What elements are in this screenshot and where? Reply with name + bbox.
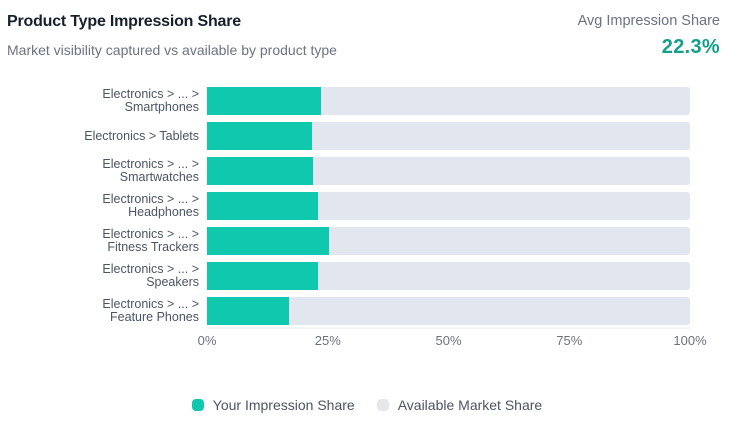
legend-swatch-available — [376, 399, 389, 411]
category-label-line: Speakers — [146, 275, 199, 289]
legend-item-your-share[interactable]: Your Impression Share — [191, 397, 355, 413]
category-label: Electronics > ... > Fitness Trackers — [0, 227, 199, 255]
bar-row: Electronics > ... > Smartwatches — [0, 157, 734, 185]
bar-row: Electronics > ... > Fitness Trackers — [0, 227, 734, 255]
legend-swatch-your-share — [191, 399, 204, 411]
your-share-bar[interactable] — [207, 227, 330, 255]
your-share-bar[interactable] — [207, 297, 290, 325]
available-share-bar[interactable] — [207, 87, 690, 115]
category-label-line: Electronics > ... > — [102, 87, 199, 101]
x-tick-label: 50% — [435, 333, 462, 348]
category-label-line: Electronics > ... > — [102, 192, 199, 206]
category-label-line: Feature Phones — [110, 310, 199, 324]
x-axis-line — [207, 327, 690, 329]
category-label-line: Electronics > Tablets — [84, 128, 199, 143]
available-share-bar[interactable] — [207, 227, 690, 255]
category-label-line: Electronics > ... > — [102, 297, 199, 311]
your-share-bar[interactable] — [207, 122, 312, 150]
bar-row: Electronics > Tablets — [0, 122, 734, 150]
category-label-line: Headphones — [128, 205, 199, 219]
available-share-bar[interactable] — [207, 122, 690, 150]
x-tick-label: 0% — [197, 333, 217, 348]
your-share-bar[interactable] — [207, 262, 319, 290]
x-tick-label: 25% — [314, 333, 341, 348]
category-label-line: Fitness Trackers — [107, 240, 199, 254]
available-share-bar[interactable] — [207, 157, 690, 185]
available-share-bar[interactable] — [207, 297, 690, 325]
category-label: Electronics > Tablets — [0, 122, 199, 150]
legend: Your Impression Share Available Market S… — [0, 397, 734, 413]
bar-row: Electronics > ... > Smartphones — [0, 87, 734, 115]
category-label: Electronics > ... > Smartwatches — [0, 157, 199, 185]
your-share-bar[interactable] — [207, 87, 321, 115]
category-label: Electronics > ... > Headphones — [0, 192, 199, 220]
available-share-bar[interactable] — [207, 192, 690, 220]
kpi-label: Avg Impression Share — [577, 13, 720, 29]
your-share-bar[interactable] — [207, 157, 314, 185]
legend-label-your-share: Your Impression Share — [212, 397, 355, 413]
available-share-bar[interactable] — [207, 262, 690, 290]
category-label: Electronics > ... > Feature Phones — [0, 297, 199, 325]
chart-subtitle: Market visibility captured vs available … — [7, 42, 337, 58]
category-label-line: Electronics > ... > — [102, 227, 199, 241]
kpi-value: 22.3% — [661, 36, 720, 58]
bar-row: Electronics > ... > Speakers — [0, 262, 734, 290]
x-tick-label: 75% — [556, 333, 583, 348]
category-label: Electronics > ... > Speakers — [0, 262, 199, 290]
category-label-line: Smartphones — [124, 100, 199, 114]
legend-label-available: Available Market Share — [397, 397, 543, 413]
category-label-line: Electronics > ... > — [102, 262, 199, 276]
legend-item-available[interactable]: Available Market Share — [376, 397, 543, 413]
x-tick-label: 100% — [673, 333, 707, 348]
category-label-line: Smartwatches — [119, 170, 199, 184]
chart-title: Product Type Impression Share — [7, 13, 241, 30]
bar-row: Electronics > ... > Feature Phones — [0, 297, 734, 325]
your-share-bar[interactable] — [207, 192, 319, 220]
category-label-line: Electronics > ... > — [102, 157, 199, 171]
bar-row: Electronics > ... > Headphones — [0, 192, 734, 220]
category-label: Electronics > ... > Smartphones — [0, 87, 199, 115]
